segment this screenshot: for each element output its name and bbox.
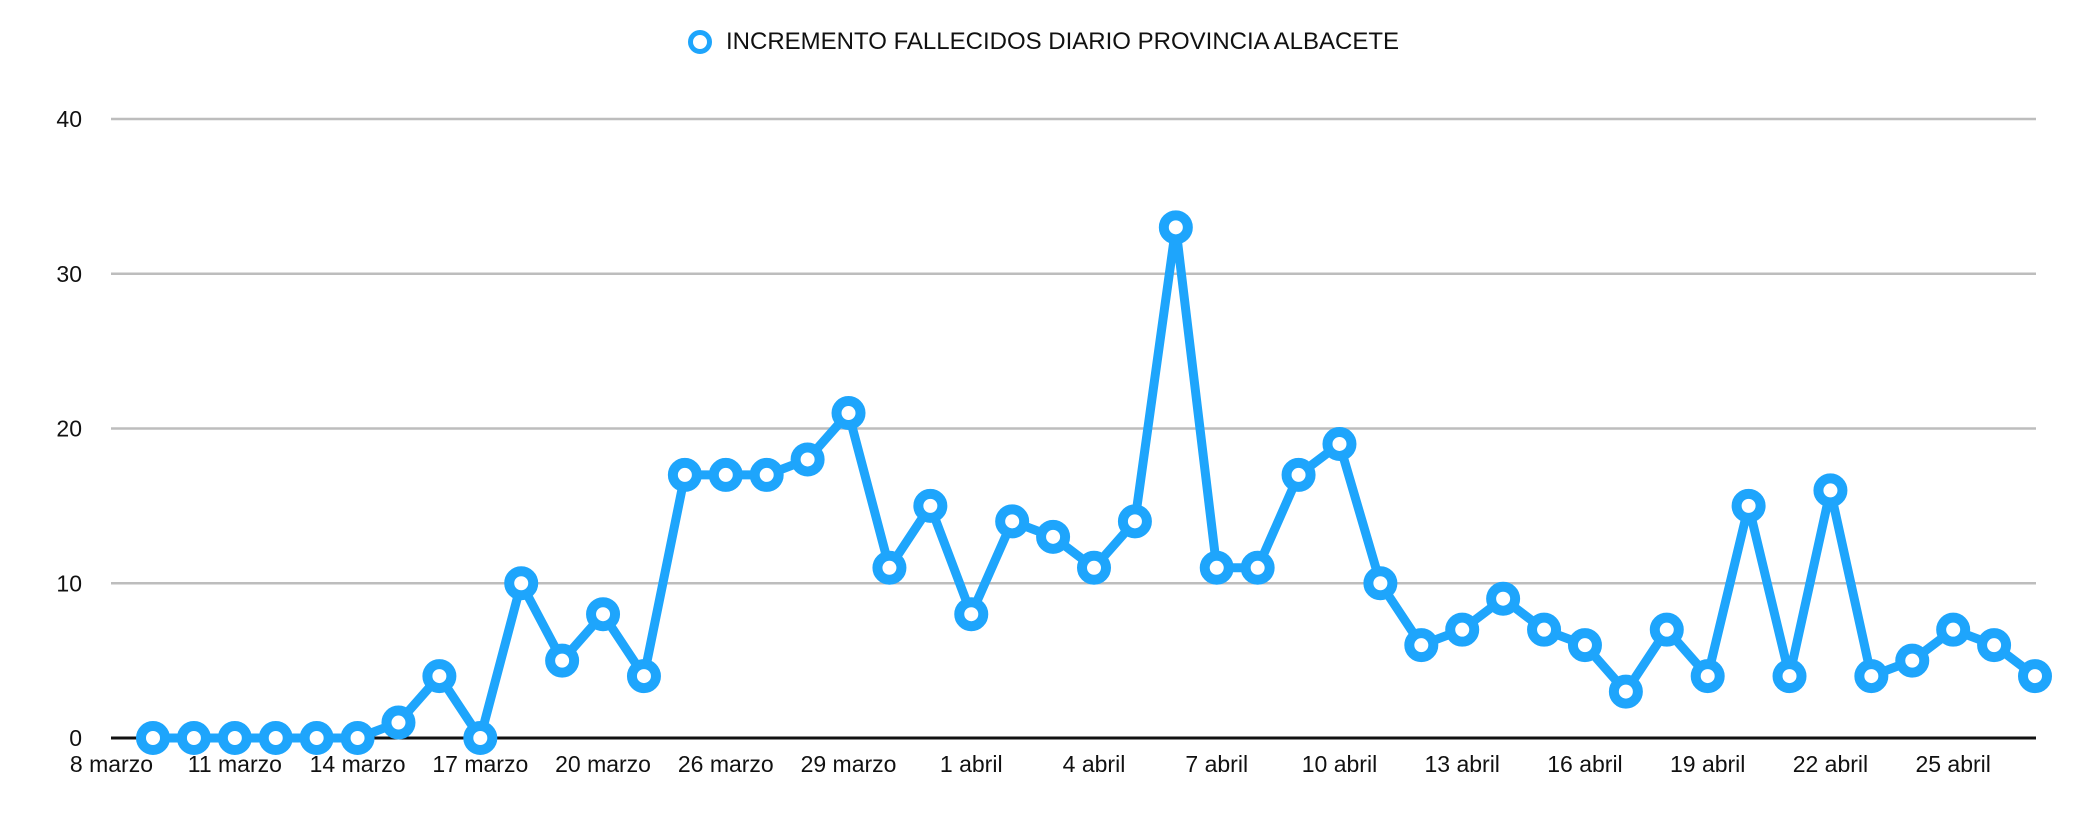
data-point <box>1649 612 1684 647</box>
data-point <box>176 721 211 755</box>
gridlines <box>111 117 2036 585</box>
data-point <box>422 659 457 694</box>
data-point <box>1813 473 1848 508</box>
data-point <box>463 721 498 755</box>
x-tick-label: 19 abril <box>1670 751 1745 777</box>
x-tick-label: 20 marzo <box>555 751 651 777</box>
data-point <box>995 504 1030 539</box>
x-tick-label: 11 marzo <box>188 751 282 777</box>
legend-label: INCREMENTO FALLECIDOS DIARIO PROVINCIA A… <box>726 28 1400 55</box>
x-tick-label: 10 abril <box>1302 751 1377 777</box>
data-point <box>872 550 907 585</box>
data-point <box>136 721 170 755</box>
data-point <box>1977 628 2012 663</box>
data-point <box>1895 643 1930 678</box>
data-point <box>258 721 293 755</box>
legend[interactable]: INCREMENTO FALLECIDOS DIARIO PROVINCIA A… <box>688 24 1399 60</box>
y-tick-label: 30 <box>56 261 82 287</box>
data-point <box>708 457 743 492</box>
data-point <box>749 457 784 492</box>
x-tick-label: 7 abril <box>1185 751 1248 777</box>
x-tick-label: 8 marzo <box>70 751 153 777</box>
x-axis: 8 marzo 11 marzo 14 marzo 17 marzo 20 marzo 2… <box>70 736 2036 777</box>
data-point <box>340 721 375 755</box>
data-point <box>586 597 621 632</box>
data-series <box>136 210 2052 755</box>
data-point <box>790 442 825 477</box>
data-point <box>1772 659 1807 694</box>
data-point <box>1322 426 1357 461</box>
data-point <box>667 457 702 492</box>
x-tick-label: 1 abril <box>940 751 1003 777</box>
x-tick-label: 26 marzo <box>678 751 774 777</box>
y-tick-label: 40 <box>56 106 82 132</box>
data-point <box>1117 504 1152 539</box>
x-tick-label: 4 abril <box>1063 751 1126 777</box>
data-point <box>913 488 948 523</box>
data-point <box>1527 612 1562 647</box>
data-point <box>1199 550 1234 585</box>
y-tick-label: 0 <box>69 725 82 751</box>
circle-marker-icon <box>688 30 712 54</box>
data-point <box>1158 210 1193 245</box>
data-point <box>299 721 334 755</box>
data-point <box>545 643 580 678</box>
y-axis-labels: 0 10 20 30 40 <box>56 106 82 751</box>
x-tick-label: 16 abril <box>1547 751 1622 777</box>
y-tick-label: 10 <box>56 570 82 596</box>
x-tick-label: 14 marzo <box>310 751 406 777</box>
data-point <box>1445 612 1480 647</box>
data-point <box>1608 674 1643 709</box>
data-point <box>954 597 989 632</box>
data-point <box>1240 550 1275 585</box>
data-point <box>1077 550 1111 585</box>
data-point <box>1690 659 1725 694</box>
data-point <box>1731 488 1766 523</box>
data-point <box>1486 581 1521 616</box>
data-point <box>1567 628 1602 663</box>
data-point <box>2018 659 2052 694</box>
data-point <box>504 566 539 601</box>
data-point <box>381 705 416 740</box>
data-point <box>1404 628 1439 663</box>
x-tick-label: 22 abril <box>1793 751 1868 777</box>
data-point <box>626 659 661 694</box>
data-point <box>1936 612 1971 647</box>
data-point <box>1281 457 1316 492</box>
x-tick-label: 29 marzo <box>801 751 897 777</box>
data-point <box>1854 659 1889 694</box>
x-tick-label: 13 abril <box>1424 751 1499 777</box>
data-point <box>1036 519 1071 554</box>
y-tick-label: 20 <box>56 416 82 442</box>
data-point <box>831 396 866 431</box>
data-point <box>1363 566 1398 601</box>
x-tick-label: 25 abril <box>1915 751 1990 777</box>
data-point <box>217 721 252 755</box>
x-tick-label: 17 marzo <box>432 751 528 777</box>
